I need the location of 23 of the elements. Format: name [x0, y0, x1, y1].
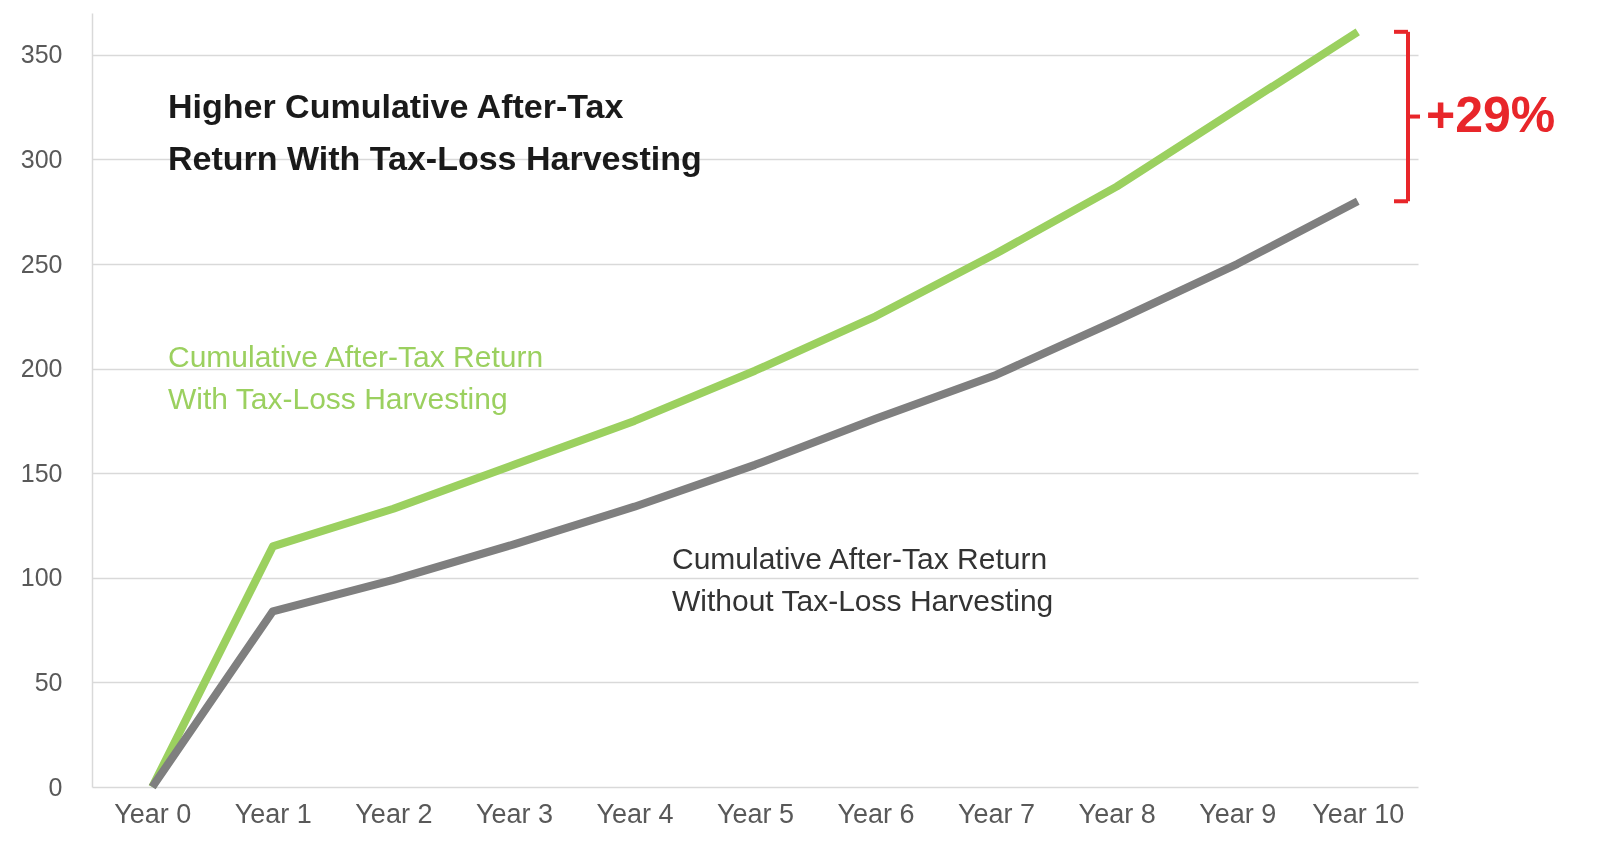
- x-tick-label: Year 4: [596, 798, 674, 829]
- series-label: Cumulative After-Tax Return With Tax-Loss Harvesting: [168, 340, 544, 415]
- y-tick-label: 0: [48, 772, 63, 801]
- x-tick-label: Year 7: [958, 798, 1036, 829]
- x-tick-label: Year 1: [234, 798, 312, 829]
- text: +29%: [1426, 86, 1556, 143]
- x-tick-label: Year 10: [1312, 798, 1405, 829]
- text: Higher Cumulative After-Tax Return With Tax-Loss Harvesting: [168, 87, 702, 177]
- y-tick-label: 100: [20, 563, 63, 592]
- series-label: Cumulative After-Tax Return Without Tax-Loss Harvesting: [672, 542, 1054, 617]
- x-tick-label: Year 2: [355, 798, 433, 829]
- x-tick-label: Year 5: [716, 798, 795, 829]
- y-tick-label: 150: [20, 458, 63, 487]
- x-tick-label: Year 8: [1078, 798, 1156, 829]
- x-tick-label: Year 9: [1199, 798, 1277, 829]
- y-tick-label: 200: [20, 354, 63, 383]
- y-tick-label: 350: [20, 40, 63, 69]
- x-tick-label: Year 6: [837, 798, 915, 829]
- x-tick-label: Year 0: [114, 798, 192, 829]
- y-tick-label: 50: [34, 667, 63, 696]
- x-tick-label: Year 3: [475, 798, 553, 829]
- y-tick-label: 300: [20, 144, 63, 173]
- y-tick-label: 250: [20, 249, 63, 278]
